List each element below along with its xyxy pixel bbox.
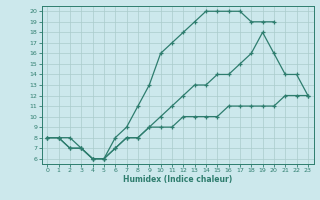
X-axis label: Humidex (Indice chaleur): Humidex (Indice chaleur) [123, 175, 232, 184]
